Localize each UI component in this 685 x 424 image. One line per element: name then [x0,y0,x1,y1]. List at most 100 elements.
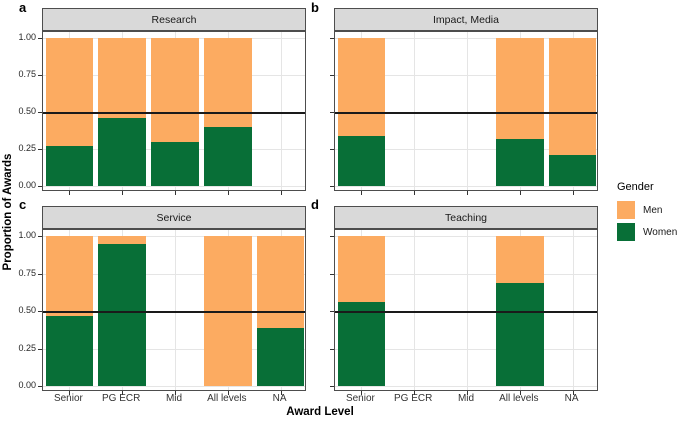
x-tick-mark [361,191,363,195]
x-tick-label: NA [272,393,287,404]
bar-women-mid [151,141,199,186]
y-tick-label: 0.50 [18,305,36,315]
y-tick-mark [330,348,334,350]
facet-plot-service [38,229,306,395]
panel-letter-d: d [311,197,319,212]
legend-label-men: Men [643,204,663,216]
reference-line [335,112,597,114]
reference-line [43,311,305,313]
h-gridline [335,386,597,387]
facet-title-impact-media: Impact, Media [433,13,499,26]
y-tick-mark [330,149,334,150]
h-gridline [43,186,305,187]
panel-letter-a: a [19,0,27,15]
legend-swatch-men-icon [617,201,635,219]
facet-strip-research: Research [42,8,306,31]
x-tick-mark [572,391,574,395]
x-tick-mark [175,191,176,195]
x-tick-mark [122,391,124,395]
legend-entry-women: Women [614,223,684,241]
bar-women-na [256,327,305,386]
y-tick-label: 1.00 [18,230,36,240]
bar-men-senior [45,236,94,316]
facet-title-service: Service [156,211,192,224]
y-tick-label: 0.25 [18,342,36,353]
legend-swatch-women-icon [617,223,635,241]
x-axis-title: Award Level [286,406,354,418]
y-tick-mark [330,311,334,312]
x-tick-label: Senior [345,393,375,404]
x-tick-mark [280,191,282,195]
y-tick-mark [38,348,42,350]
x-tick-label: All levels [207,393,247,404]
x-tick-mark [361,391,363,395]
y-tick-mark [330,186,334,187]
x-tick-mark [227,191,229,195]
bar-women-senior [337,302,386,386]
x-tick-mark [414,391,416,395]
facet-strip-teaching: Teaching [334,206,598,229]
x-tick-mark [467,191,468,195]
y-tick-label: 0.25 [18,143,36,153]
y-tick-mark [330,112,334,113]
reference-line [335,311,597,313]
bar-men-na [548,38,597,155]
bar-men-all-levels [204,38,252,127]
facet-title-teaching: Teaching [444,211,488,224]
y-tick-label: 0.75 [18,69,36,79]
x-tick-label: Senior [53,393,83,404]
bar-women-pg-ecr [98,117,146,186]
bar-men-mid [151,38,199,142]
y-tick-mark [38,186,42,187]
bar-women-senior [337,135,386,186]
x-tick-mark [122,191,124,195]
x-tick-mark [69,191,71,195]
bar-men-all-levels [496,38,544,139]
x-tick-label: Mid [457,393,475,404]
x-tick-label: PG ECR [394,393,433,404]
x-tick-mark [227,391,229,395]
h-gridline [335,149,597,150]
v-gridline [572,230,574,390]
h-gridline [335,348,597,350]
y-tick-label: 0.75 [18,267,36,278]
y-tick-mark [38,149,42,150]
y-tick-mark [330,75,334,76]
h-gridline [335,186,597,187]
panel-letter-c: c [19,197,27,212]
y-tick-mark [330,236,334,237]
y-tick-label: 0.00 [18,180,36,190]
x-tick-label: All levels [499,393,539,404]
legend-entry-men: Men [614,201,684,219]
y-tick-mark [38,38,42,39]
v-gridline [414,32,416,190]
bar-men-all-levels [496,236,544,283]
bar-men-na [256,236,305,328]
legend-label-women: Women [643,226,678,238]
h-gridline [43,348,305,350]
y-tick-mark [38,273,42,275]
v-gridline [414,230,416,390]
bar-women-all-levels [496,138,544,186]
h-gridline [335,75,597,76]
legend: Gender Men Women [614,181,684,245]
x-tick-mark [69,391,71,395]
bar-women-pg-ecr [98,243,146,386]
x-tick-mark [519,391,521,395]
y-tick-label: 1.00 [18,32,36,42]
bar-women-senior [45,146,94,186]
y-tick-mark [38,311,42,312]
x-tick-mark [519,191,521,195]
y-tick-label: 0.50 [18,106,36,116]
x-tick-mark [280,391,282,395]
facet-plot-research [38,31,306,195]
facet-title-research: Research [151,13,197,26]
h-gridline [335,273,597,275]
h-gridline [43,273,305,275]
bar-men-pg-ecr [98,38,146,118]
x-tick-mark [175,391,176,395]
reference-line [43,112,305,114]
y-tick-mark [330,273,334,275]
y-tick-mark [38,386,42,387]
